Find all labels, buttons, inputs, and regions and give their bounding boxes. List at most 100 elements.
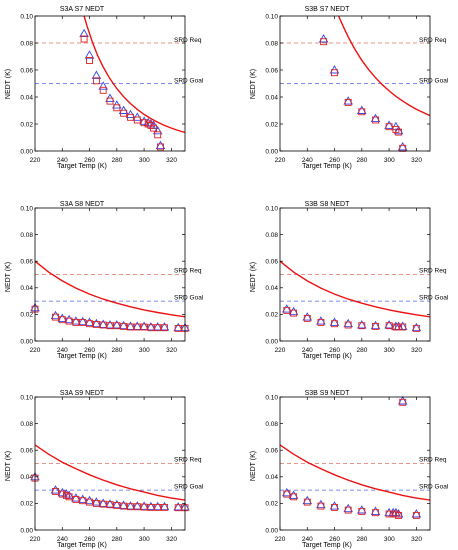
data-point-square (65, 317, 73, 325)
x-tick-label: 220 (30, 347, 41, 354)
data-point-triangle (98, 319, 108, 328)
data-point-square (113, 104, 121, 112)
x-axis-label: Target Temp (K) (57, 163, 107, 170)
data-point-square (372, 509, 379, 517)
ref-label-srd-req: SRD Req (419, 37, 447, 44)
data-point-square (331, 503, 338, 511)
data-point-triangle (98, 81, 108, 90)
data-point-square (72, 318, 80, 326)
y-tick-label: 0.08 (20, 421, 33, 428)
x-axis-label: Target Temp (K) (57, 542, 107, 549)
chart-title: S3A S9 NEDT (60, 390, 105, 397)
data-point-square (358, 108, 366, 116)
y-tick-label: 0.02 (20, 501, 33, 508)
data-point-square (99, 86, 107, 94)
data-point-square (385, 510, 393, 518)
plot-area (34, 15, 186, 152)
y-tick-label: 0.04 (20, 94, 33, 101)
data-point-square (133, 323, 141, 331)
data-point-square (331, 320, 338, 328)
data-point-triangle (125, 501, 136, 510)
x-tick-label: 320 (166, 157, 177, 164)
data-point-triangle (57, 313, 68, 322)
data-point-square (399, 323, 407, 331)
data-point-triangle (152, 501, 163, 511)
data-point-triangle (132, 501, 143, 510)
data-point-square (140, 119, 148, 127)
data-point-triangle (343, 96, 353, 105)
requirement-curve (35, 260, 185, 318)
y-tick-label: 0.06 (265, 259, 278, 266)
y-axis-label: NEDT (K) (250, 262, 257, 292)
data-point-square (399, 398, 407, 406)
data-point-triangle (98, 498, 108, 507)
x-tick-label: 280 (356, 157, 367, 164)
ref-label-srd-goal: SRD Goal (174, 294, 204, 301)
data-point-triangle (384, 120, 394, 129)
data-point-square (320, 38, 328, 46)
data-point-square (120, 502, 128, 510)
data-point-square (358, 322, 366, 330)
y-tick-label: 0.00 (20, 338, 33, 345)
data-point-square (106, 97, 114, 105)
y-tick-label: 0.02 (265, 501, 278, 508)
data-point-square (344, 321, 352, 329)
data-point-square (86, 498, 93, 506)
data-point-square (120, 322, 128, 330)
data-point-square (106, 501, 114, 509)
y-tick-label: 0.04 (265, 474, 278, 481)
data-point-triangle (173, 322, 183, 332)
data-point-triangle (155, 140, 166, 150)
x-tick-label: 260 (329, 157, 340, 164)
data-point-triangle (84, 317, 95, 326)
y-axis-label: NEDT (K) (5, 69, 12, 99)
data-point-square (113, 322, 121, 330)
data-point-triangle (397, 321, 408, 330)
x-tick-label: 300 (139, 157, 150, 164)
data-point-square (372, 322, 379, 330)
data-point-square (133, 503, 141, 511)
data-point-square (147, 503, 155, 511)
y-tick-label: 0.06 (20, 259, 33, 266)
data-point-square (133, 116, 141, 124)
y-tick-label: 0.00 (20, 148, 33, 155)
data-point-square (303, 314, 311, 322)
y-tick-label: 0.04 (20, 285, 33, 292)
chart-panel-s3b-s7: S3B S7 NEDT Target Temp (K) NEDT (K) 220… (250, 6, 449, 170)
x-tick-label: 240 (57, 347, 68, 354)
data-point-square (283, 490, 291, 498)
data-point-square (395, 323, 403, 331)
ref-label-srd-req: SRD Req (419, 457, 447, 464)
data-point-square (99, 321, 107, 329)
x-tick-label: 280 (111, 157, 122, 164)
data-point-triangle (370, 506, 381, 515)
data-point-triangle (112, 320, 122, 329)
data-point-square (344, 506, 352, 514)
y-tick-label: 0.10 (265, 394, 278, 401)
x-tick-label: 220 (275, 157, 286, 164)
data-point-triangle (397, 141, 408, 151)
data-point-square (344, 98, 352, 106)
x-tick-label: 300 (139, 536, 150, 543)
y-tick-label: 0.02 (265, 312, 278, 319)
y-tick-label: 0.02 (265, 121, 278, 128)
x-tick-label: 240 (302, 347, 313, 354)
data-point-square (385, 322, 393, 330)
y-tick-label: 0.10 (265, 13, 278, 20)
y-axis-label: NEDT (K) (5, 262, 12, 292)
chart-title: S3B S9 NEDT (305, 390, 350, 397)
data-point-triangle (302, 495, 313, 505)
data-point-square (358, 507, 366, 515)
x-tick-label: 300 (384, 157, 395, 164)
y-tick-label: 0.04 (265, 285, 278, 292)
y-tick-label: 0.10 (20, 394, 33, 401)
x-tick-label: 260 (329, 536, 340, 543)
data-point-square (92, 77, 100, 85)
chart-panel-s3a-s8: S3A S8 NEDT Target Temp (K) NEDT (K) 220… (5, 201, 204, 360)
y-axis-label: NEDT (K) (5, 451, 12, 481)
data-point-triangle (357, 320, 367, 329)
y-tick-label: 0.04 (20, 474, 33, 481)
data-point-triangle (64, 314, 74, 324)
data-point-square (395, 511, 403, 519)
chart-panel-s3a-s7: S3A S7 NEDT Target Temp (K) NEDT (K) 220… (5, 6, 204, 170)
